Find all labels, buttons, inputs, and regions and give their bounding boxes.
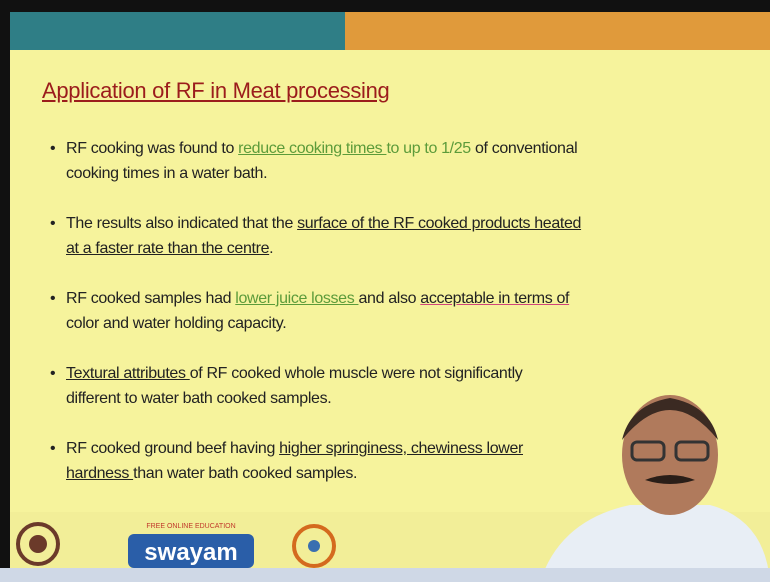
text: and also bbox=[358, 290, 420, 307]
highlight: hardness bbox=[66, 465, 133, 482]
bullet: RF cooking was found to reduce cooking t… bbox=[48, 136, 698, 186]
slide-title: Application of RF in Meat processing bbox=[42, 78, 390, 104]
text: of conventional bbox=[471, 140, 577, 157]
highlight: Textural attributes bbox=[66, 365, 190, 382]
highlight: to up to 1/25 bbox=[386, 140, 470, 157]
highlight: reduce cooking times bbox=[238, 140, 386, 157]
highlight: acceptable in terms of bbox=[420, 290, 569, 307]
highlight: higher springiness, chewiness lower bbox=[279, 440, 523, 457]
header-bar bbox=[345, 12, 770, 50]
highlight: at a faster rate than the centre bbox=[66, 240, 269, 257]
bullet: The results also indicated that the surf… bbox=[48, 211, 698, 261]
text: RF cooked samples had bbox=[66, 290, 235, 307]
face bbox=[622, 395, 718, 515]
text: . bbox=[269, 240, 273, 257]
text: RF cooking was found to bbox=[66, 140, 238, 157]
text: RF cooked ground beef having bbox=[66, 440, 279, 457]
logo-tagline: FREE ONLINE EDUCATION bbox=[146, 523, 235, 530]
text: than water bath cooked samples. bbox=[133, 465, 357, 482]
text: different to water bath cooked samples. bbox=[66, 390, 331, 407]
text: The results also indicated that the bbox=[66, 215, 297, 232]
text: color and water holding capacity. bbox=[66, 315, 286, 332]
header-bar bbox=[10, 12, 345, 50]
bullet: RF cooked samples had lower juice losses… bbox=[48, 286, 698, 336]
logo bbox=[29, 535, 47, 553]
text: of RF cooked whole muscle were not signi… bbox=[190, 365, 523, 382]
text: cooking times in a water bath. bbox=[66, 165, 267, 182]
highlight: surface of the RF cooked products heated bbox=[297, 215, 581, 232]
logo-text: swayam bbox=[144, 539, 237, 566]
presenter bbox=[520, 370, 770, 582]
highlight: lower juice losses bbox=[235, 290, 358, 307]
logo bbox=[308, 540, 320, 552]
taskbar bbox=[0, 568, 770, 582]
screen: Application of RF in Meat processing RF … bbox=[0, 0, 770, 582]
